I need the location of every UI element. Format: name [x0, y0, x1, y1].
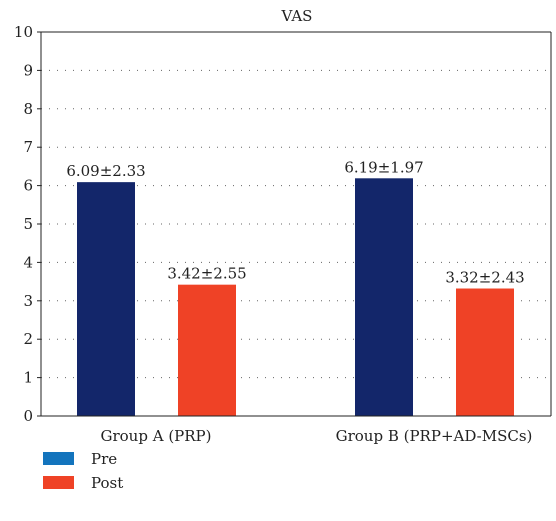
bar-label-pre-2: 6.19±1.97	[344, 158, 423, 176]
y-tick-label-4: 4	[23, 253, 33, 271]
x-tick-label-2: Group B (PRP+AD-MSCs)	[336, 427, 533, 445]
bar-post-1	[178, 284, 236, 416]
legend-label-pre: Pre	[91, 450, 117, 468]
y-tick-label-7: 7	[23, 138, 33, 156]
x-tick-label-1: Group A (PRP)	[101, 427, 212, 445]
y-tick-label-10: 10	[14, 23, 33, 41]
y-tick-label-2: 2	[23, 330, 33, 348]
bar-post-2	[456, 288, 514, 416]
y-tick-label-5: 5	[23, 215, 33, 233]
bars	[77, 178, 514, 416]
y-tick-labels: 0 1 2 3 4 5 6 7 8 9 10	[14, 23, 33, 425]
y-tick-label-9: 9	[23, 61, 33, 79]
y-tick-label-0: 0	[23, 407, 33, 425]
bar-pre-2	[355, 178, 413, 416]
bar-labels: 6.09±2.33 6.19±1.97 3.42±2.55 3.32±2.43	[66, 158, 524, 286]
axes	[37, 31, 552, 417]
legend: Pre Post	[43, 450, 123, 492]
legend-label-post: Post	[91, 474, 123, 492]
y-tick-label-6: 6	[23, 177, 33, 195]
bar-label-post-2: 3.32±2.43	[445, 269, 524, 287]
x-tick-labels: Group A (PRP) Group B (PRP+AD-MSCs)	[101, 427, 533, 445]
bar-label-post-1: 3.42±2.55	[167, 265, 246, 283]
y-tick-label-8: 8	[23, 100, 33, 118]
legend-swatch-pre	[43, 452, 74, 465]
bar-pre-1	[77, 182, 135, 416]
legend-swatch-post	[43, 476, 74, 489]
chart-title: VAS	[281, 7, 313, 25]
bar-label-pre-1: 6.09±2.33	[66, 162, 145, 180]
y-tick-label-3: 3	[23, 292, 33, 310]
y-tick-label-1: 1	[23, 369, 33, 387]
